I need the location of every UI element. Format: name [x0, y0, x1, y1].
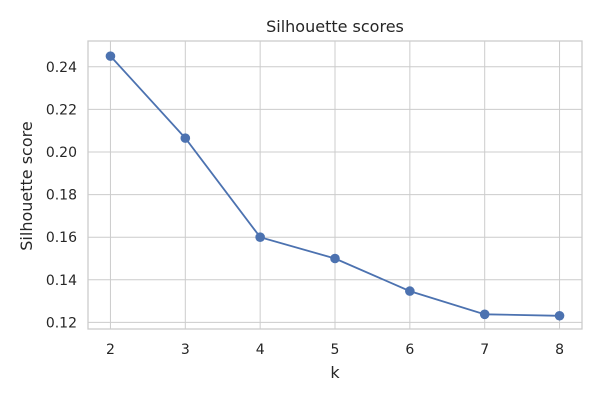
chart-title: Silhouette scores	[266, 17, 404, 36]
y-tick-label: 0.14	[46, 273, 77, 289]
y-tick-label: 0.24	[46, 60, 77, 76]
data-point-marker	[105, 51, 116, 61]
y-tick-label: 0.12	[46, 315, 77, 331]
plot-area	[87, 40, 583, 330]
x-tick-label: 6	[405, 342, 414, 358]
grid	[88, 41, 582, 329]
x-tick-label: 4	[256, 342, 265, 358]
data-point-marker	[405, 286, 415, 296]
tick-labels: 2 3 4 5 6 7 8 0.12 0.14 0.16 0.18 0.20 0.22 0.24	[46, 60, 564, 358]
data-point-marker	[330, 253, 340, 264]
x-tick-label: 7	[480, 342, 489, 358]
data-point-marker	[554, 310, 565, 321]
x-axis-label: k	[330, 363, 340, 382]
y-tick-label: 0.20	[46, 145, 77, 161]
y-tick-label: 0.18	[46, 188, 77, 204]
x-tick-label: 2	[106, 342, 115, 358]
data-point-marker	[255, 232, 265, 242]
y-tick-label: 0.16	[46, 230, 77, 246]
x-tick-label: 8	[555, 342, 564, 358]
data-point-marker	[180, 133, 191, 143]
y-tick-label: 0.22	[46, 102, 77, 118]
x-tick-label: 5	[331, 342, 340, 358]
y-axis-label: Silhouette score	[17, 121, 36, 250]
series-group	[105, 51, 565, 321]
x-tick-label: 3	[181, 342, 190, 358]
data-point-marker	[479, 309, 490, 320]
